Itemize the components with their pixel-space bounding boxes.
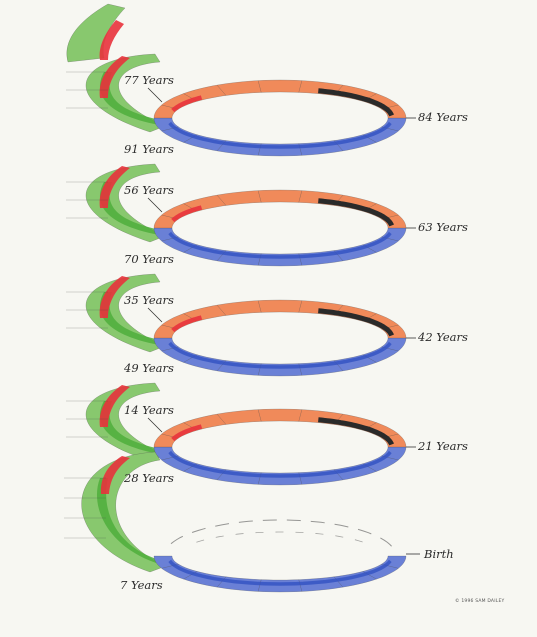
segment-divider [257,80,262,93]
dashed-birth-outline [196,531,373,547]
dark-shadow-stripe [318,417,394,446]
red-spine-segment [99,276,130,318]
label-91-years: 91 Years [124,142,174,156]
dashed-birth-outline [170,519,393,548]
red-ring-stripe [171,424,203,442]
label-21-years: 21 Years [417,439,468,453]
segment-divider [216,194,227,206]
label-35-years: 35 Years [124,293,174,307]
label-56-years: 56 Years [124,183,174,197]
segment-divider [216,84,227,96]
label-14-years: 14 Years [124,403,174,417]
green-spine-segment [81,451,167,573]
segment-divider [257,300,262,313]
red-spine-segment [99,166,130,208]
red-ring-stripe [171,205,203,223]
blue-inner-stripe [168,450,392,478]
spiral-bands [64,3,407,593]
label-birth: Birth [423,547,454,561]
orange-ring-band [153,408,407,448]
left-leader [147,197,163,213]
label-42-years: 42 Years [417,330,468,344]
segment-divider [257,579,262,592]
green-spine-segment [66,3,126,63]
label-70-years: 70 Years [124,252,174,266]
blue-inner-stripe [168,231,392,259]
segment-divider [298,190,303,203]
orange-ring-band [153,189,407,229]
segment-divider [298,409,303,422]
red-spine-segment [99,385,130,427]
orange-ring-band [153,299,407,339]
segment-divider [298,579,303,592]
blue-ring-band [153,555,407,593]
label-84-years: 84 Years [418,110,468,124]
red-ring-stripe [171,315,203,333]
label-49-years: 49 Years [123,361,174,375]
left-leader [147,307,163,323]
dark-shadow-stripe [318,88,394,117]
segment-divider [298,80,303,93]
segment-divider [216,304,227,316]
label-7-years: 7 Years [120,578,163,592]
segment-divider [216,413,227,425]
red-spine-segment [99,56,130,98]
label-28-years: 28 Years [123,471,174,485]
left-leader [147,417,163,433]
segment-divider [257,409,262,422]
dark-shadow-stripe [318,308,394,337]
red-ring-stripe [171,95,203,113]
segment-divider [257,190,262,203]
label-leaders [147,87,420,555]
copyright-credit: © 1996 SAM DAILEY [455,597,504,604]
red-spine-segment [99,20,124,60]
label-77-years: 77 Years [124,73,174,87]
faint-birth-loop [170,519,393,548]
blue-inner-stripe [168,341,392,369]
segment-divider [298,300,303,313]
label-63-years: 63 Years [418,220,468,234]
blue-inner-stripe [168,559,392,586]
blue-inner-stripe [168,121,392,149]
left-leader [147,87,163,103]
orange-ring-band [153,79,407,119]
dark-shadow-stripe [318,198,394,227]
red-spine-segment [100,456,130,494]
